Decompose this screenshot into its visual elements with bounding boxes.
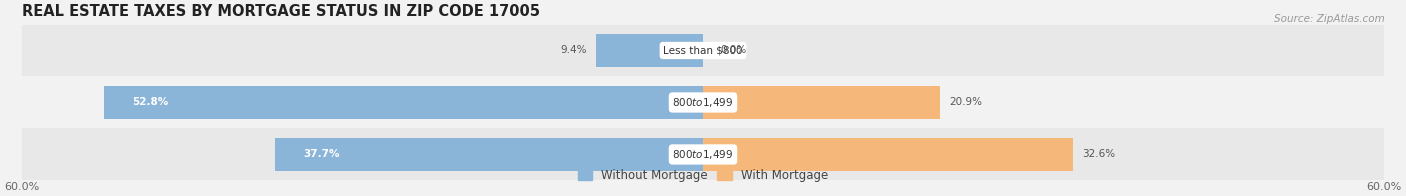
Text: 32.6%: 32.6% [1083,150,1115,160]
Text: Less than $800: Less than $800 [664,45,742,55]
Text: 52.8%: 52.8% [132,97,169,107]
Text: 0.0%: 0.0% [720,45,747,55]
Bar [21,76,1385,128]
Text: 9.4%: 9.4% [561,45,588,55]
Bar [21,128,1385,181]
Bar [21,24,1385,76]
Bar [104,86,703,119]
Text: $800 to $1,499: $800 to $1,499 [672,148,734,161]
Text: Source: ZipAtlas.com: Source: ZipAtlas.com [1274,14,1385,24]
Bar [276,138,703,171]
Bar [703,138,1073,171]
Text: $800 to $1,499: $800 to $1,499 [672,96,734,109]
Text: 20.9%: 20.9% [949,97,983,107]
Text: REAL ESTATE TAXES BY MORTGAGE STATUS IN ZIP CODE 17005: REAL ESTATE TAXES BY MORTGAGE STATUS IN … [21,4,540,19]
Bar [596,34,703,67]
Text: 37.7%: 37.7% [304,150,340,160]
Legend: Without Mortgage, With Mortgage: Without Mortgage, With Mortgage [578,169,828,182]
Bar [703,86,941,119]
